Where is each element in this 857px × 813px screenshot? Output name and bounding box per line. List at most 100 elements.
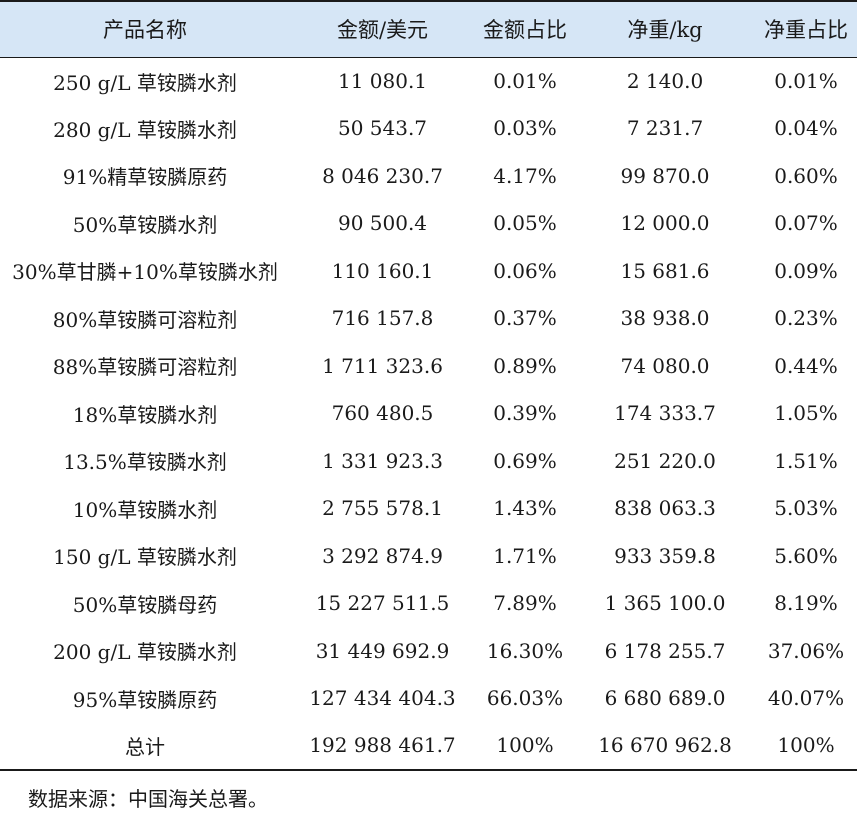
cell-weight-share: 0.07% [774, 211, 838, 236]
cell-weight-share: 0.01% [774, 69, 838, 93]
cell-weight-share: 40.07% [767, 686, 845, 711]
cell-product-name: 280 g/L 草铵膦水剂 [53, 117, 237, 142]
cell-product-name: 30%草甘膦+10%草铵膦水剂 [12, 260, 278, 285]
cell-weight-share: 0.44% [774, 353, 838, 378]
cell-amount-share: 0.05% [493, 211, 557, 236]
cell-product-name: 91%精草铵膦原药 [62, 165, 228, 190]
cell-net-weight: 251 220.0 [614, 448, 716, 473]
table-row: 250 g/L 草铵膦水剂 11 080.1 0.01% 2 140.0 0.0… [0, 57, 857, 105]
table-row: 200 g/L 草铵膦水剂 31 449 692.9 16.30% 6 178 … [0, 627, 857, 675]
header-amount-usd: 金额/美元 [290, 0, 475, 58]
table-row: 150 g/L 草铵膦水剂 3 292 874.9 1.71% 933 359.… [0, 532, 857, 580]
cell-net-weight: 38 938.0 [620, 306, 710, 331]
cell-amount: 15 227 511.5 [315, 591, 450, 616]
cell-net-weight: 2 140.0 [626, 69, 704, 93]
export-table-container: 产品名称 金额/美元 金额占比 净重/kg 净重占比 250 g/L 草铵膦水剂… [0, 0, 857, 771]
header-net-weight: 净重/kg [575, 0, 755, 58]
cell-amount-share: 0.01% [493, 69, 557, 93]
cell-product-name: 50%草铵膦水剂 [72, 212, 218, 237]
cell-total-amount: 192 988 461.7 [290, 722, 475, 771]
cell-amount: 8 046 230.7 [322, 163, 443, 188]
cell-amount: 90 500.4 [337, 211, 428, 236]
cell-total-amount-share: 100% [475, 722, 575, 771]
cell-product-name: 13.5%草铵膦水剂 [63, 450, 227, 475]
cell-net-weight: 99 870.0 [620, 163, 710, 188]
cell-amount: 3 292 874.9 [322, 543, 443, 568]
cell-net-weight: 12 000.0 [620, 211, 710, 236]
cell-product-name: 95%草铵膦原药 [72, 687, 218, 712]
cell-weight-share: 0.04% [774, 116, 838, 141]
cell-weight-share: 0.23% [774, 306, 838, 331]
cell-amount-share: 0.37% [493, 306, 557, 331]
table-row: 88%草铵膦可溶粒剂 1 711 323.6 0.89% 74 080.0 0.… [0, 342, 857, 390]
cell-amount-share: 0.03% [493, 116, 557, 141]
cell-amount-share: 0.39% [493, 401, 557, 426]
cell-amount: 760 480.5 [331, 401, 434, 426]
cell-weight-share: 0.60% [774, 163, 838, 188]
header-weight-share: 净重占比 [755, 0, 857, 58]
table-row: 30%草甘膦+10%草铵膦水剂 110 160.1 0.06% 15 681.6… [0, 247, 857, 295]
cell-amount-share: 1.43% [493, 496, 557, 521]
cell-product-name: 150 g/L 草铵膦水剂 [53, 545, 237, 570]
cell-product-name: 18%草铵膦水剂 [72, 402, 218, 427]
cell-weight-share: 0.09% [774, 258, 838, 283]
table-row: 50%草铵膦母药 15 227 511.5 7.89% 1 365 100.0 … [0, 580, 857, 628]
cell-net-weight: 15 681.6 [620, 258, 710, 283]
cell-net-weight: 838 063.3 [614, 496, 716, 521]
cell-amount-share: 16.30% [486, 638, 564, 663]
cell-product-name: 80%草铵膦可溶粒剂 [52, 307, 238, 332]
cell-amount: 31 449 692.9 [315, 638, 450, 663]
cell-weight-share: 37.06% [767, 638, 845, 663]
header-product-name: 产品名称 [0, 0, 290, 58]
cell-weight-share: 1.51% [774, 448, 838, 473]
table-header: 产品名称 金额/美元 金额占比 净重/kg 净重占比 [0, 0, 857, 58]
cell-weight-share: 5.60% [774, 543, 838, 568]
cell-amount: 1 711 323.6 [322, 353, 443, 378]
cell-amount-share: 0.06% [493, 258, 557, 283]
cell-amount: 127 434 404.3 [309, 686, 456, 711]
cell-product-name: 200 g/L 草铵膦水剂 [53, 640, 237, 665]
export-table: 产品名称 金额/美元 金额占比 净重/kg 净重占比 250 g/L 草铵膦水剂… [0, 0, 857, 771]
table-row: 18%草铵膦水剂 760 480.5 0.39% 174 333.7 1.05% [0, 390, 857, 438]
cell-amount: 2 755 578.1 [322, 496, 443, 521]
cell-total-label: 总计 [0, 722, 290, 771]
cell-net-weight: 7 231.7 [626, 116, 704, 141]
cell-net-weight: 6 680 689.0 [604, 686, 726, 711]
table-row: 13.5%草铵膦水剂 1 331 923.3 0.69% 251 220.0 1… [0, 437, 857, 485]
table-row: 80%草铵膦可溶粒剂 716 157.8 0.37% 38 938.0 0.23… [0, 295, 857, 343]
cell-amount-share: 66.03% [486, 686, 564, 711]
table-row-total: 总计 192 988 461.7 100% 16 670 962.8 100% [0, 722, 857, 771]
cell-weight-share: 1.05% [774, 401, 838, 426]
cell-amount-share: 1.71% [493, 543, 557, 568]
table-row: 91%精草铵膦原药 8 046 230.7 4.17% 99 870.0 0.6… [0, 152, 857, 200]
cell-amount-share: 7.89% [493, 591, 557, 616]
cell-net-weight: 933 359.8 [614, 543, 716, 568]
cell-amount-share: 4.17% [493, 163, 557, 188]
cell-weight-share: 5.03% [774, 496, 838, 521]
cell-product-name: 10%草铵膦水剂 [72, 497, 218, 522]
cell-product-name: 88%草铵膦可溶粒剂 [52, 355, 238, 380]
cell-amount: 50 543.7 [337, 116, 428, 141]
table-row: 280 g/L 草铵膦水剂 50 543.7 0.03% 7 231.7 0.0… [0, 105, 857, 153]
cell-net-weight: 1 365 100.0 [604, 591, 726, 616]
cell-weight-share: 8.19% [774, 591, 838, 616]
cell-total-weight-share: 100% [755, 722, 857, 771]
cell-amount: 11 080.1 [337, 69, 428, 93]
cell-net-weight: 74 080.0 [620, 353, 710, 378]
cell-amount-share: 0.69% [493, 448, 557, 473]
cell-product-name: 50%草铵膦母药 [72, 592, 218, 617]
table-row: 50%草铵膦水剂 90 500.4 0.05% 12 000.0 0.07% [0, 200, 857, 248]
cell-amount: 110 160.1 [331, 258, 434, 283]
source-note: 数据来源：中国海关总署。 [28, 787, 268, 811]
cell-amount-share: 0.89% [493, 353, 557, 378]
table-body: 250 g/L 草铵膦水剂 11 080.1 0.01% 2 140.0 0.0… [0, 57, 857, 771]
cell-amount: 716 157.8 [331, 306, 434, 331]
cell-net-weight: 174 333.7 [614, 401, 716, 426]
cell-net-weight: 6 178 255.7 [604, 638, 726, 663]
cell-amount: 1 331 923.3 [322, 448, 443, 473]
cell-total-net-weight: 16 670 962.8 [575, 722, 755, 771]
header-row: 产品名称 金额/美元 金额占比 净重/kg 净重占比 [0, 0, 857, 58]
table-row: 95%草铵膦原药 127 434 404.3 66.03% 6 680 689.… [0, 675, 857, 723]
header-amount-share: 金额占比 [475, 0, 575, 58]
table-row: 10%草铵膦水剂 2 755 578.1 1.43% 838 063.3 5.0… [0, 485, 857, 533]
